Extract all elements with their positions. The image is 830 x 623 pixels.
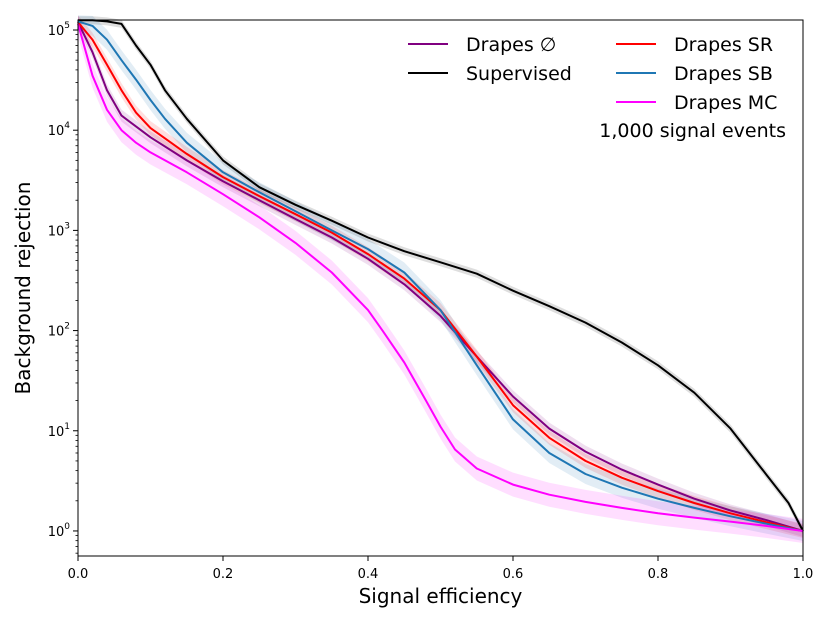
series-line-drapes [77, 21, 804, 532]
band-drapes-mc [78, 15, 803, 543]
legend-label-drapes-sr: Drapes SR [674, 34, 773, 56]
x-tick-label: 0.0 [68, 567, 89, 582]
y-tick-label: 104 [48, 121, 71, 139]
band-supervised [78, 16, 803, 536]
y-axis-ticks: 100 101 102 103 104 105 [48, 21, 78, 554]
y-tick-label: 103 [48, 221, 70, 239]
annotation-signal-events: 1,000 signal events [599, 120, 786, 142]
y-tick-label: 102 [48, 322, 70, 340]
y-axis-label: Background rejection [11, 182, 35, 395]
y-tick-label: 105 [48, 21, 70, 39]
x-tick-label: 0.6 [503, 567, 524, 582]
y-tick-label: 101 [48, 422, 70, 440]
uncertainty-bands [78, 15, 803, 543]
series-lines [77, 19, 804, 532]
x-tick-label: 0.2 [213, 567, 234, 582]
legend-label-drapes: Drapes ∅ [466, 34, 556, 56]
y-tick-label: 100 [48, 522, 71, 540]
legend: Drapes ∅ Supervised Drapes SR Drapes SB Drap… [408, 34, 777, 114]
plot-frame [77, 19, 804, 557]
x-tick-label: 0.8 [648, 567, 669, 582]
series-line-supervised [78, 19, 804, 532]
x-tick-label: 0.4 [358, 567, 379, 582]
legend-label-drapes-mc: Drapes MC [674, 92, 777, 114]
x-axis-label: Signal efficiency [359, 584, 523, 608]
x-tick-label: 1.0 [793, 567, 814, 582]
x-axis-ticks: 0.0 0.2 0.4 0.6 0.8 1.0 [68, 556, 814, 582]
series-line-drapes-sb [77, 20, 804, 532]
legend-label-drapes-sb: Drapes SB [674, 63, 773, 85]
legend-label-supervised: Supervised [466, 63, 572, 85]
series-line-drapes-mc [77, 23, 804, 532]
series-line-drapes-sr [77, 21, 804, 532]
